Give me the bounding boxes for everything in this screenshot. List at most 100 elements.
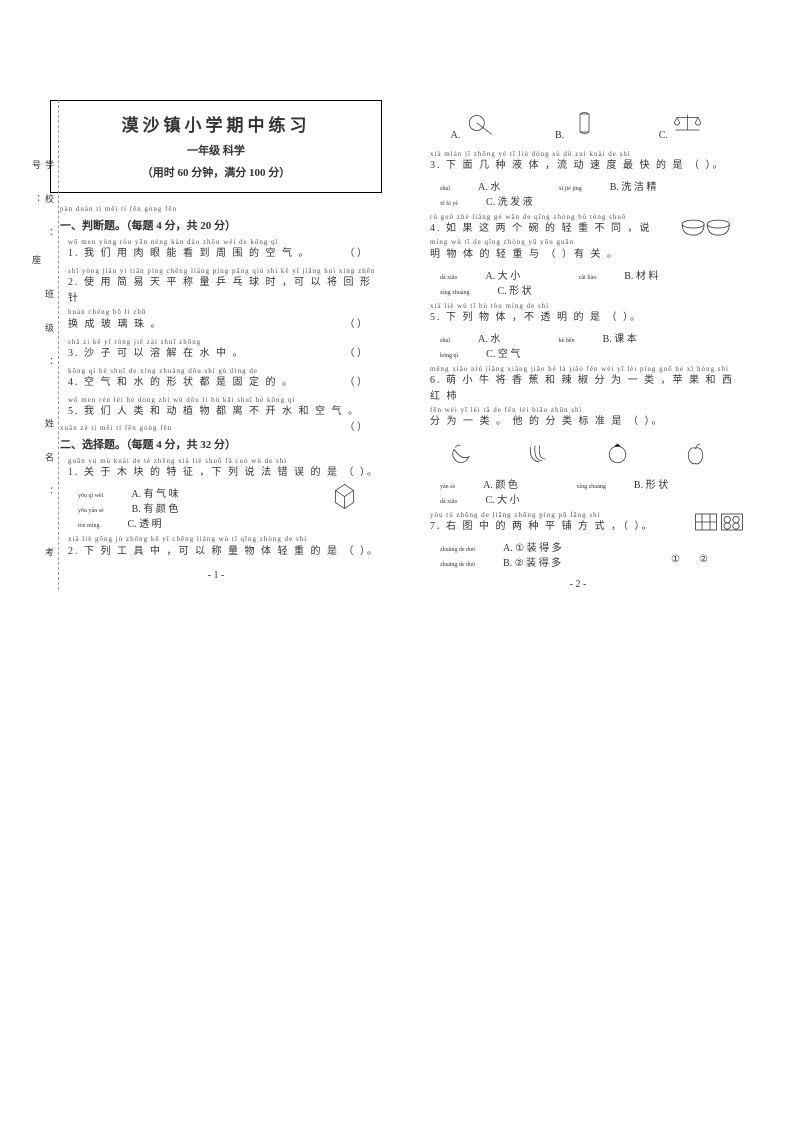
exam-title: 漠沙镇小学期中练习 (69, 111, 363, 136)
q1-1: wǒ men yòng ròu yǎn néng kàn dào zhōu wé… (68, 237, 382, 262)
section-2-header: 二、选择题。（每题 4 分，共 32 分） (60, 436, 382, 452)
tape-measure-icon (463, 108, 498, 138)
answer-blank[interactable]: （ ） (345, 317, 368, 333)
tomato-icon (600, 438, 635, 468)
pinyin: zhuāng de duō (440, 562, 475, 568)
pinyin: shuǐ (440, 186, 450, 192)
balance-scale-icon (670, 108, 705, 138)
pinyin: kōng qì hé shuǐ de xíng zhuàng dōu shì g… (68, 366, 382, 377)
question-text: 2. 下 列 工 具 中 ，可 以 称 量 物 体 轻 重 的 是 （ ）。 (68, 546, 379, 557)
page-number-2: - 2 - (412, 579, 744, 590)
pinyin: zhuāng de duō (440, 547, 475, 553)
q1-2: shǐ yòng jiǎn yì tiān píng chēng liáng p… (68, 266, 382, 332)
pinyin: shā zi kě yǐ róng jiě zài shuǐ zhōng (68, 337, 382, 348)
q2-3-options: shuǐ A. 水 xǐ jié jīng B. 洗 洁 精 xǐ fā yè C. … (440, 178, 744, 208)
pepper-icon (444, 438, 479, 468)
pinyin: yán sè (440, 484, 455, 490)
option-c[interactable]: C. 洗 发 液 (486, 193, 533, 208)
circle-2: ② (699, 554, 708, 565)
question-text: 明 物 体 的 轻 重 与 （ ）有 关 。 (430, 249, 619, 260)
title-box: 漠沙镇小学期中练习 一年级 科学 （用时 60 分钟，满分 100 分） (50, 100, 382, 193)
pinyin: xíng zhuàng (576, 484, 606, 490)
side-labels: 学校： 班级： 姓名： 考号： 座 (30, 160, 56, 590)
section-2: xuǎn zé tí měi tí fēn gòng fēn 二、选择题。（每题… (50, 424, 382, 559)
q2-1: guān yú mù kuài de tè zhēng xià liè shuō… (68, 456, 382, 481)
option-b[interactable]: B. 课 本 (603, 330, 637, 345)
q1-3: shā zi kě yǐ róng jiě zài shuǐ zhōng 3. … (68, 337, 382, 362)
pinyin: xuǎn zé tí měi tí fēn gòng fēn (60, 424, 382, 432)
option-a[interactable]: A. 水 (478, 330, 500, 345)
option-c[interactable]: C. (659, 108, 706, 141)
question-text: 3. 下 面 几 种 液 体 ，流 动 速 度 最 快 的 是 （ ）。 (430, 160, 725, 171)
pinyin: wǒ men rén lèi hé dòng zhí wù dōu lí bù … (68, 395, 382, 406)
cylinder-icon (567, 108, 602, 138)
q2-7: yòu tú zhōng de liǎng zhǒng píng pū fāng… (430, 510, 744, 535)
section-1: pàn duàn tí měi tí fēn gòng fēn 一、判断题。（每… (50, 205, 382, 420)
pinyin: cái liào (579, 275, 597, 281)
pinyin: yǒu qì wèi (78, 493, 103, 499)
option-a[interactable]: A. 有 气 味 (131, 485, 178, 500)
q2-4: rú guǒ zhè liǎng gè wǎn de qīng zhòng bù… (430, 212, 744, 262)
pinyin: wǒ men yòng ròu yǎn néng kàn dào zhōu wé… (68, 237, 382, 248)
pinyin: fēn wéi yī lèi tā de fēn lèi biāo zhǔn s… (430, 405, 744, 416)
option-b[interactable]: B. 洗 洁 精 (610, 178, 657, 193)
question-text: 分 为 一 类 。 他 的 分 类 标 准 是 （ ）。 (430, 416, 664, 427)
bowls-icon (679, 216, 734, 246)
banana-icon (522, 438, 557, 468)
grid2-icon (720, 512, 744, 532)
option-b[interactable]: B. 有 颜 色 (132, 500, 179, 515)
pinyin: méng xiǎo niú jiāng xiāng jiāo hé là jiā… (430, 364, 744, 375)
pinyin: xià miàn jǐ zhǒng yè tǐ liú dòng sù dù z… (430, 149, 744, 160)
circle-1: ① (671, 554, 680, 565)
option-a[interactable]: A. 颜 色 (483, 476, 518, 491)
option-b[interactable]: B. 材 料 (624, 267, 658, 282)
question-text: 5. 下 列 物 体 ，不 透 明 的 是 （ ）。 (430, 312, 642, 323)
question-text: 1. 我 们 用 肉 眼 能 看 到 周 围 的 空 气 。 (68, 248, 311, 259)
pinyin: xǐ fā yè (440, 201, 458, 207)
option-a[interactable]: A. 大 小 (486, 267, 521, 282)
label: B. (555, 130, 564, 141)
q2-2-options: A. B. C. (422, 108, 734, 141)
grade-subject: 一年级 科学 (69, 142, 363, 158)
grid1-icon (694, 512, 718, 532)
label: C. (659, 130, 668, 141)
option-b[interactable]: B. 形 状 (634, 476, 668, 491)
page-number-1: - 1 - (50, 570, 382, 581)
answer-blank[interactable]: （ ） (345, 420, 368, 436)
option-c[interactable]: C. 形 状 (498, 282, 532, 297)
pinyin: xǐ jié jīng (559, 186, 582, 192)
pinyin: yǒu yán sè (78, 508, 104, 514)
pinyin: dà xiǎo (440, 499, 458, 505)
q2-5: xià liè wù tǐ bù tòu míng de shì 5. 下 列 … (430, 301, 744, 326)
q2-3: xià miàn jǐ zhǒng yè tǐ liú dòng sù dù z… (430, 149, 744, 174)
answer-blank[interactable]: （ ） (345, 375, 368, 391)
option-b[interactable]: B. ② 装 得 多 (503, 554, 561, 569)
pinyin: pàn duàn tí měi tí fēn gòng fēn (60, 205, 382, 213)
question-text: 换 成 玻 璃 珠 。 (68, 319, 163, 330)
question-text: 3. 沙 子 可 以 溶 解 在 水 中 。 (68, 348, 245, 359)
pinyin: kè běn (559, 338, 575, 344)
answer-blank[interactable]: （ ） (345, 346, 368, 362)
option-a[interactable]: A. 水 (478, 178, 500, 193)
question-text: 4. 如 果 这 两 个 碗 的 轻 重 不 同 ，说 (430, 223, 652, 234)
q2-6: méng xiǎo niú jiāng xiāng jiāo hé là jiā… (430, 364, 744, 430)
option-c[interactable]: C. 空 气 (486, 345, 520, 360)
question-text: 1. 关 于 木 块 的 特 征 ，下 列 说 法 错 误 的 是 （ ）。 (68, 467, 379, 478)
q2-6-options: yán sè A. 颜 色 xíng zhuàng B. 形 状 dà xiǎo C.… (440, 476, 744, 506)
pinyin: guān yú mù kuài de tè zhēng xià liè shuō… (68, 456, 382, 467)
q1-4: kōng qì hé shuǐ de xíng zhuàng dōu shì g… (68, 366, 382, 391)
answer-blank[interactable]: （ ） (345, 246, 368, 262)
question-text: 2. 使 用 简 易 天 平 称 量 乒 乓 球 时 ，可 以 将 回 形 针 (68, 277, 372, 304)
option-b[interactable]: B. (555, 108, 602, 141)
page-1-column: 学校： 班级： 姓名： 考号： 座 漠沙镇小学期中练习 一年级 科学 （用时 6… (50, 100, 382, 590)
option-c[interactable]: C. 大 小 (486, 491, 520, 506)
q2-4-options: dà xiǎoA. 大 小 cái liàoB. 材 料 xíng zhuàng… (440, 267, 744, 297)
pinyin: huàn chéng bō li zhū (68, 307, 382, 318)
option-a[interactable]: A. (451, 108, 498, 141)
question-text: 6. 萌 小 牛 将 香 蕉 和 辣 椒 分 为 一 类 ，苹 果 和 西 红 … (430, 375, 734, 402)
option-c[interactable]: C. 透 明 (128, 515, 162, 530)
option-a[interactable]: A. ① 装 得 多 (503, 539, 562, 554)
question-text: 5. 我 们 人 类 和 动 植 物 都 离 不 开 水 和 空 气 。 (68, 406, 360, 417)
grid-icons (694, 512, 745, 538)
pinyin: xià liè gōng jù zhōng kě yǐ chēng liáng … (68, 534, 382, 545)
